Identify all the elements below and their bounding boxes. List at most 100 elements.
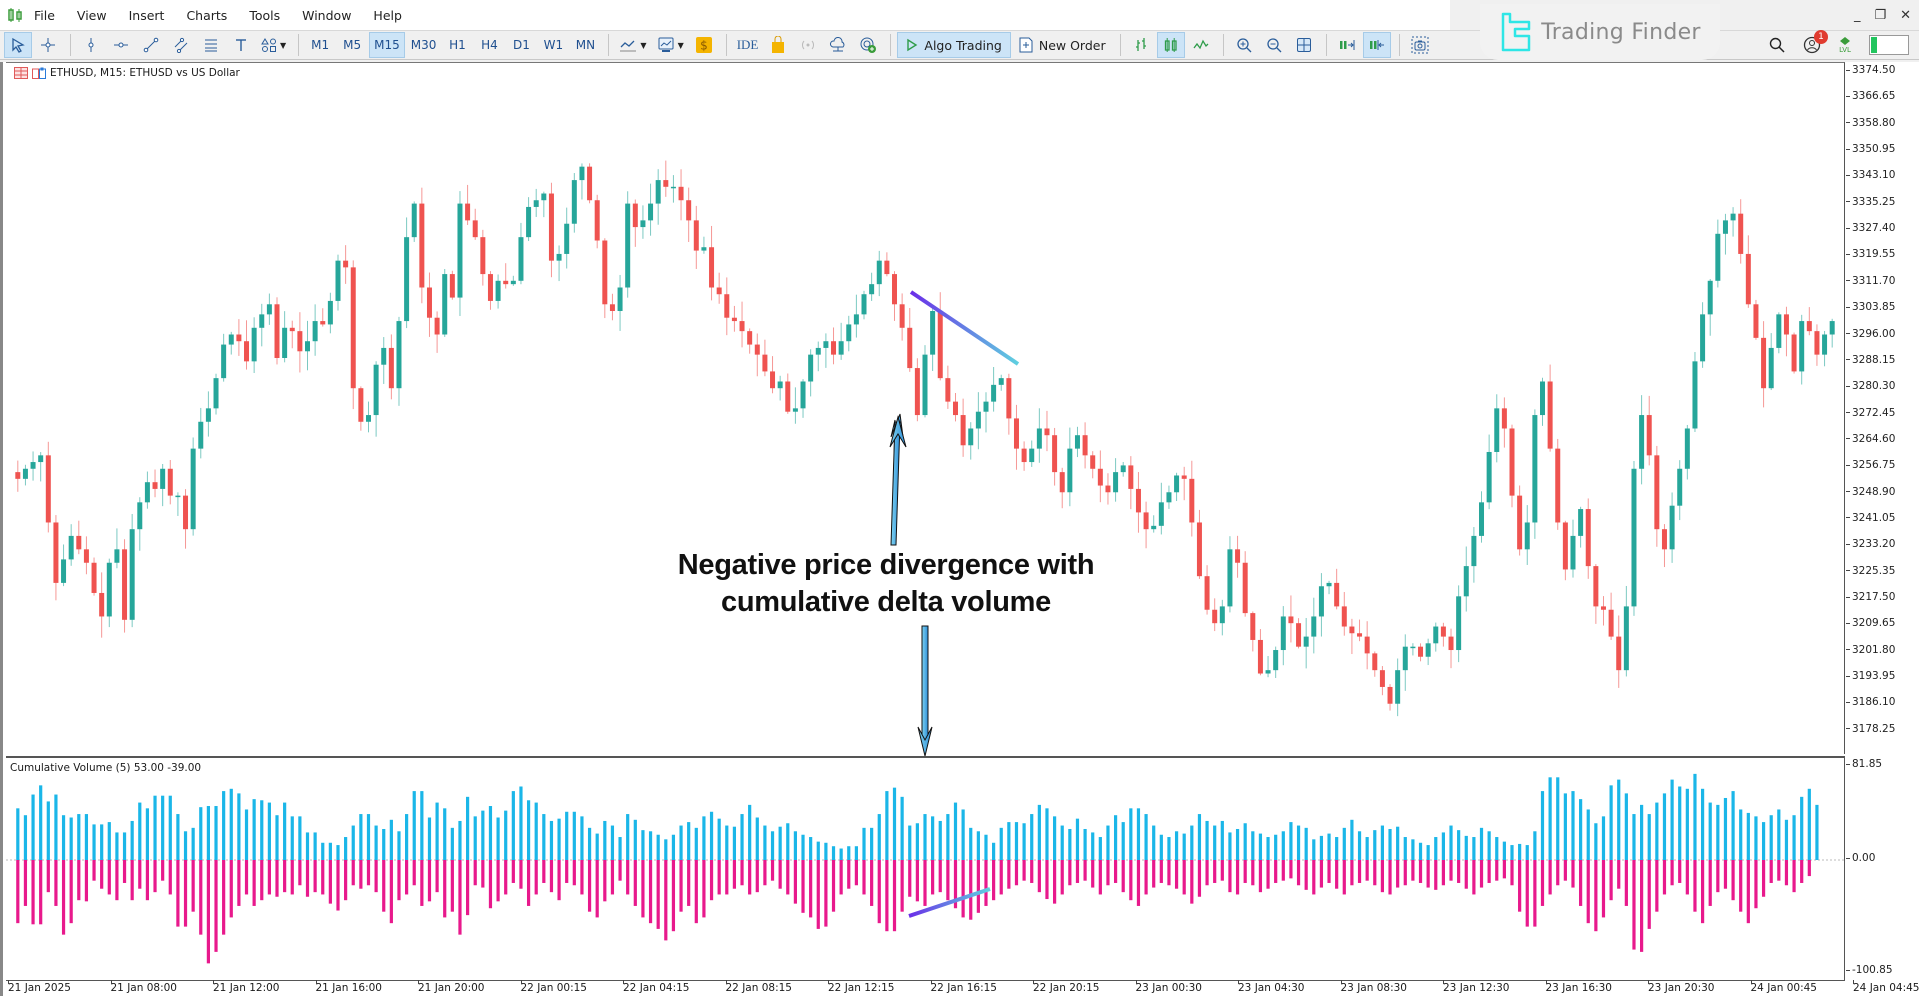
market-button[interactable]: $ — [690, 32, 718, 58]
dropdown-arrow-icon: ▼ — [280, 40, 287, 50]
time-tick: 21 Jan 08:00 — [110, 980, 177, 994]
ide-button[interactable]: IDE — [736, 37, 759, 52]
signal-icon — [802, 40, 815, 50]
price-tick: 3217.50 — [1846, 591, 1895, 603]
cloud-icon — [830, 37, 845, 52]
price-tick: 3225.35 — [1846, 565, 1895, 577]
header-right-controls: 1 LVL — [1769, 30, 1909, 58]
play-icon — [907, 38, 918, 52]
time-tick: 23 Jan 20:30 — [1648, 980, 1715, 994]
indicator-axis[interactable]: 81.85 0.00 -100.85 — [1846, 756, 1919, 980]
toolbar-separator — [725, 34, 727, 56]
bar-chart-icon — [1135, 38, 1146, 51]
menu-file[interactable]: File — [34, 7, 55, 23]
channel-tool-button[interactable] — [167, 32, 195, 58]
price-axis[interactable]: 3374.50 3366.65 3358.80 3350.95 3343.10 3335.… — [1846, 62, 1919, 754]
indicator-label: Cumulative Volume (5) 53.00 -39.00 — [10, 762, 202, 774]
timeframe-m5[interactable]: M5 — [343, 38, 362, 52]
fibonacci-tool-button[interactable] — [197, 32, 225, 58]
indicator-tick: 81.85 — [1846, 758, 1882, 770]
time-tick: 23 Jan 00:30 — [1135, 980, 1202, 994]
dollar-icon: $ — [695, 37, 712, 53]
minimize-button[interactable]: _ — [1853, 8, 1861, 23]
price-tick: 3241.05 — [1846, 512, 1895, 524]
timeframe-m15[interactable]: M15 — [369, 32, 405, 58]
time-tick: 23 Jan 04:30 — [1238, 980, 1305, 994]
community-icon — [860, 37, 877, 53]
timeframe-mn[interactable]: MN — [575, 38, 596, 52]
candlestick-chart-button[interactable] — [1156, 32, 1185, 58]
trendline-icon — [143, 37, 159, 53]
signals-button[interactable] — [794, 32, 822, 58]
zoom-out-button[interactable] — [1260, 32, 1288, 58]
algo-trading-button[interactable]: Algo Trading — [897, 32, 1011, 58]
chart-symbol-label: ETHUSD, M15: ETHUSD vs US Dollar — [14, 67, 240, 79]
timeframe-m30[interactable]: M30 — [410, 38, 437, 52]
price-tick: 3327.40 — [1846, 222, 1895, 234]
screenshot-button[interactable] — [1406, 32, 1434, 58]
timeframe-h4[interactable]: H4 — [481, 38, 498, 52]
zoom-in-button[interactable] — [1230, 32, 1258, 58]
indicators-button[interactable]: ▼ — [615, 32, 650, 58]
menu-view[interactable]: View — [76, 7, 107, 23]
time-axis[interactable]: 21 Jan 2025 21 Jan 08:00 21 Jan 12:00 21 Ja… — [6, 980, 1919, 996]
timeframe-m1[interactable]: M1 — [311, 38, 330, 52]
menu-charts[interactable]: Charts — [186, 7, 228, 23]
vps-button[interactable] — [824, 32, 852, 58]
line-chart-button[interactable] — [1187, 32, 1215, 58]
menu-help[interactable]: Help — [373, 7, 402, 23]
tile-windows-button[interactable] — [1290, 32, 1318, 58]
time-tick: 21 Jan 20:00 — [418, 980, 485, 994]
templates-button[interactable]: ▼ — [653, 32, 688, 58]
app-logo-icon — [6, 6, 24, 24]
toolbar-separator — [298, 34, 300, 56]
time-tick: 23 Jan 16:30 — [1545, 980, 1612, 994]
toolbar-separator — [1398, 34, 1400, 56]
close-button[interactable]: ✕ — [1900, 8, 1911, 23]
price-tick: 3296.00 — [1846, 328, 1895, 340]
timeframe-w1[interactable]: W1 — [543, 38, 564, 52]
search-button[interactable] — [1769, 37, 1785, 53]
bar-chart-button[interactable] — [1127, 32, 1155, 58]
shopping-bag-button[interactable] — [764, 32, 792, 58]
brand-name: Trading Finder — [1541, 19, 1701, 45]
time-tick: 22 Jan 16:15 — [930, 980, 997, 994]
timeframe-h1[interactable]: H1 — [449, 38, 466, 52]
text-tool-button[interactable] — [227, 32, 255, 58]
toolbar-separator — [890, 34, 892, 56]
menu-insert[interactable]: Insert — [128, 7, 165, 23]
timeframe-d1[interactable]: D1 — [512, 38, 530, 52]
community-button[interactable] — [854, 32, 882, 58]
candlestick-icon — [1164, 38, 1177, 52]
cumulative-volume-histogram — [6, 773, 1845, 964]
menu-tools[interactable]: Tools — [249, 7, 281, 23]
shapes-tool-button[interactable]: ▼ — [257, 32, 290, 58]
time-tick: 23 Jan 08:30 — [1340, 980, 1407, 994]
crosshair-tool-button[interactable] — [34, 32, 62, 58]
cursor-tool-button[interactable] — [4, 32, 32, 58]
price-pane[interactable]: ETHUSD, M15: ETHUSD vs US Dollar Negativ… — [6, 62, 1845, 754]
horizontal-line-icon — [114, 42, 128, 48]
price-tick: 3256.75 — [1846, 459, 1895, 471]
account-button[interactable]: 1 — [1803, 30, 1828, 54]
indicator-pane[interactable]: Cumulative Volume (5) 53.00 -39.00 — [6, 756, 1845, 980]
time-tick: 21 Jan 16:00 — [315, 980, 382, 994]
new-order-icon — [1019, 37, 1033, 53]
zoom-out-icon — [1266, 38, 1282, 53]
chart-shift-button[interactable] — [1333, 32, 1361, 58]
menu-window[interactable]: Window — [302, 7, 352, 23]
channel-icon — [174, 37, 188, 53]
indicator-tick: 0.00 — [1846, 852, 1875, 864]
trendline-tool-button[interactable] — [137, 32, 165, 58]
autoscroll-button[interactable] — [1362, 32, 1391, 58]
time-tick: 24 Jan 00:45 — [1750, 980, 1817, 994]
time-tick: 22 Jan 08:15 — [725, 980, 792, 994]
horizontal-line-tool-button[interactable] — [107, 32, 135, 58]
time-tick: 23 Jan 12:30 — [1443, 980, 1510, 994]
window-controls: _ ❐ ✕ — [1854, 8, 1911, 23]
restore-button[interactable]: ❐ — [1874, 8, 1887, 23]
price-tick: 3264.60 — [1846, 433, 1895, 445]
new-order-button[interactable]: New Order — [1013, 32, 1112, 58]
vertical-line-tool-button[interactable] — [77, 32, 105, 58]
